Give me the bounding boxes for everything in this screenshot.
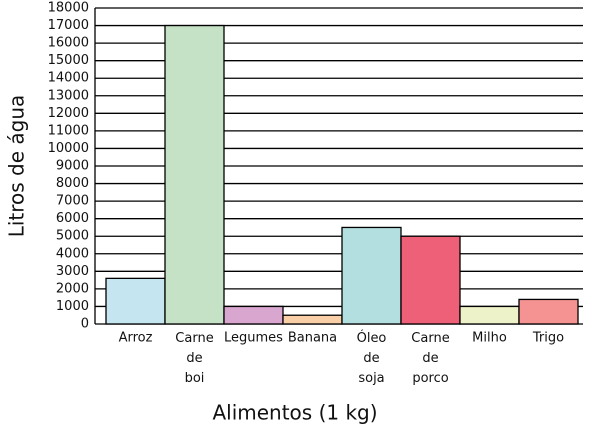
x-tick-label: Trigo: [532, 331, 564, 346]
bar: [223, 305, 284, 325]
y-tick-label: 16000: [48, 36, 89, 51]
x-tick-label: Arroz: [119, 331, 153, 346]
x-tick-label: Carne de boi: [175, 331, 213, 386]
y-axis-label: Litros de água: [5, 95, 29, 238]
x-tick-label: Milho: [472, 331, 507, 346]
y-tick-label: 4000: [56, 246, 89, 261]
y-tick-label: 2000: [56, 281, 89, 296]
y-tick-label: 17000: [48, 18, 89, 33]
x-tick-label: Carne de porco: [411, 331, 449, 386]
bar: [341, 226, 402, 325]
y-tick-label: 8000: [56, 176, 89, 191]
y-tick-label: 13000: [48, 88, 89, 103]
x-tick-label: Óleo de soja: [357, 330, 387, 386]
y-tick-label: 18000: [48, 1, 89, 16]
x-tick-label: Legumes: [224, 331, 283, 346]
y-tick-label: 12000: [48, 106, 89, 121]
bar: [518, 298, 579, 325]
y-tick-label: 11000: [48, 123, 89, 138]
bar: [459, 305, 520, 325]
y-tick-label: 6000: [56, 211, 89, 226]
x-axis-label: Alimentos (1 kg): [212, 401, 377, 425]
y-tick-label: 5000: [56, 229, 89, 244]
bar: [400, 235, 461, 325]
y-tick-label: 0: [81, 317, 89, 332]
bar: [164, 24, 225, 325]
y-tick-label: 14000: [48, 71, 89, 86]
y-tick-label: 3000: [56, 264, 89, 279]
bar: [105, 277, 166, 325]
y-tick-label: 15000: [48, 53, 89, 68]
y-tick-label: 9000: [56, 159, 89, 174]
bar: [282, 314, 343, 325]
y-tick-label: 7000: [56, 194, 89, 209]
y-tick-label: 10000: [48, 141, 89, 156]
x-tick-label: Banana: [288, 331, 337, 346]
y-tick-label: 1000: [56, 299, 89, 314]
